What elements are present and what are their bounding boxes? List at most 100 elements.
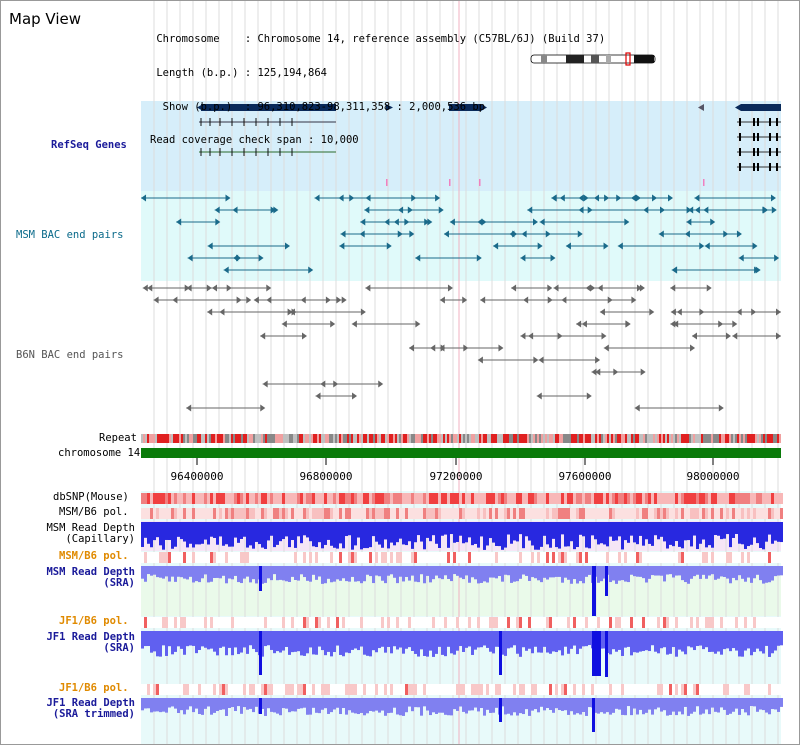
repeat-segment bbox=[277, 434, 279, 443]
msm-pol-cell bbox=[654, 508, 657, 519]
jf1-sra-depth-bar bbox=[582, 631, 585, 647]
jf1-sra-depth-bar bbox=[741, 631, 744, 657]
msm-pol2-cell bbox=[498, 552, 501, 563]
jf1-pol-cell bbox=[525, 617, 528, 628]
repeat-segment bbox=[395, 434, 397, 443]
exon-mark bbox=[769, 163, 771, 171]
repeat-segment bbox=[711, 434, 713, 443]
repeat-segment bbox=[765, 434, 767, 443]
msm-sra-depth-bar bbox=[732, 566, 735, 578]
capillary-depth-bar bbox=[603, 522, 606, 545]
capillary-depth-bar bbox=[498, 522, 501, 547]
jf1-sra-depth-bar bbox=[657, 631, 660, 654]
jf1-pol2-cell bbox=[204, 684, 207, 695]
repeat-segment bbox=[535, 434, 537, 443]
capillary-depth-bar bbox=[576, 522, 579, 548]
jf1-sra-depth-bar bbox=[303, 631, 306, 656]
msm-pol-cell bbox=[231, 508, 234, 519]
msm-pol2-cell bbox=[444, 552, 447, 563]
repeat-segment bbox=[337, 434, 339, 443]
jf1-pol-cell bbox=[516, 617, 519, 628]
msm-pol-cell bbox=[267, 508, 270, 519]
jf1-pol-cell bbox=[708, 617, 711, 628]
repeat-segment bbox=[471, 434, 473, 443]
jf1-pol-cell bbox=[747, 617, 750, 628]
dbsnp-cell bbox=[231, 493, 234, 504]
capillary-depth-bar bbox=[192, 522, 195, 548]
jf1-pol2-cell bbox=[207, 684, 210, 695]
msm-pol-cell bbox=[744, 508, 747, 519]
jf1-sra-depth-bar bbox=[423, 631, 426, 656]
repeat-segment bbox=[247, 434, 249, 443]
jf1-sra-depth-bar bbox=[348, 631, 351, 654]
msm-pol-cell bbox=[756, 508, 759, 519]
jf1-trim-depth-bar bbox=[657, 698, 660, 708]
dbsnp-cell bbox=[351, 493, 354, 504]
jf1-pol-cell bbox=[456, 617, 459, 628]
jf1-pol2-cell bbox=[486, 684, 489, 695]
jf1-pol2-cell bbox=[495, 684, 498, 695]
capillary-depth-bar bbox=[450, 522, 453, 535]
jf1-pol2-cell bbox=[348, 684, 351, 695]
repeat-segment bbox=[253, 434, 255, 443]
b6n-bac-end bbox=[440, 344, 446, 352]
msm-sra-depth-bar bbox=[252, 566, 255, 580]
repeat-segment bbox=[321, 434, 323, 443]
jf1-sra-depth-bar bbox=[243, 631, 246, 648]
b6n-bac-end bbox=[536, 392, 542, 400]
jf1-pol-cell bbox=[282, 617, 285, 628]
dbsnp-cell bbox=[204, 493, 207, 504]
jf1-trim-depth-bar bbox=[369, 698, 372, 711]
msm-pol-cell bbox=[309, 508, 312, 519]
jf1-sra-depth-bar bbox=[624, 631, 627, 648]
msm-bac-end bbox=[176, 218, 182, 226]
msm-bac-end bbox=[774, 254, 780, 262]
msm-pol-cell bbox=[474, 508, 477, 519]
jf1-trim-depth-bar bbox=[321, 698, 324, 710]
msm-sra-depth-bar bbox=[342, 566, 345, 579]
dbsnp-cell bbox=[708, 493, 711, 504]
jf1-pol2-cell bbox=[465, 684, 468, 695]
msm-pol2-cell bbox=[555, 552, 558, 563]
repeat-segment bbox=[409, 434, 411, 443]
repeat-segment bbox=[385, 434, 387, 443]
jf1-pol-cell bbox=[462, 617, 465, 628]
jf1-pol2-cell bbox=[687, 684, 690, 695]
dbsnp-cell bbox=[273, 493, 276, 504]
msm-pol-cell bbox=[681, 508, 684, 519]
jf1-sra-depth-bar bbox=[525, 631, 528, 651]
jf1-pol2-cell bbox=[288, 684, 291, 695]
dbsnp-cell bbox=[417, 493, 420, 504]
dbsnp-cell bbox=[381, 493, 384, 504]
msm-pol2-cell bbox=[603, 552, 606, 563]
jf1-sra-depth-bar bbox=[177, 631, 180, 647]
msm-sra-depth-bar bbox=[774, 566, 777, 577]
msm-bac-end bbox=[339, 242, 345, 250]
jf1-pol-cell bbox=[333, 617, 336, 628]
b6n-bac-label: B6N BAC end pairs bbox=[16, 349, 124, 361]
jf1-pol2-cell bbox=[594, 684, 597, 695]
jf1-pol2-cell bbox=[453, 684, 456, 695]
jf1-pol-cell bbox=[267, 617, 270, 628]
repeat-segment bbox=[371, 434, 373, 443]
repeat-segment bbox=[737, 434, 739, 443]
msm-pol-cell bbox=[555, 508, 558, 519]
dbsnp-cell bbox=[504, 493, 507, 504]
msm-sra-depth-bar bbox=[396, 566, 399, 584]
jf1-sra-depth-bar bbox=[522, 631, 525, 648]
msm-pol2-cell bbox=[756, 552, 759, 563]
jf1-pol-cell bbox=[603, 617, 606, 628]
jf1-pol-cell bbox=[162, 617, 165, 628]
jf1-pol-cell bbox=[288, 617, 291, 628]
dbsnp-cell bbox=[198, 493, 201, 504]
capillary-depth-bar bbox=[684, 522, 687, 541]
jf1-trim-depth-bar bbox=[717, 698, 720, 713]
exon-mark bbox=[739, 148, 741, 156]
msm-sra-depth-bar bbox=[720, 566, 723, 577]
jf1-sra-depth-bar bbox=[360, 631, 363, 647]
jf1-pol2-cell bbox=[651, 684, 654, 695]
capillary-depth-bar bbox=[240, 522, 243, 539]
capillary-depth-bar bbox=[780, 522, 783, 543]
msm-bac-end bbox=[187, 254, 193, 262]
